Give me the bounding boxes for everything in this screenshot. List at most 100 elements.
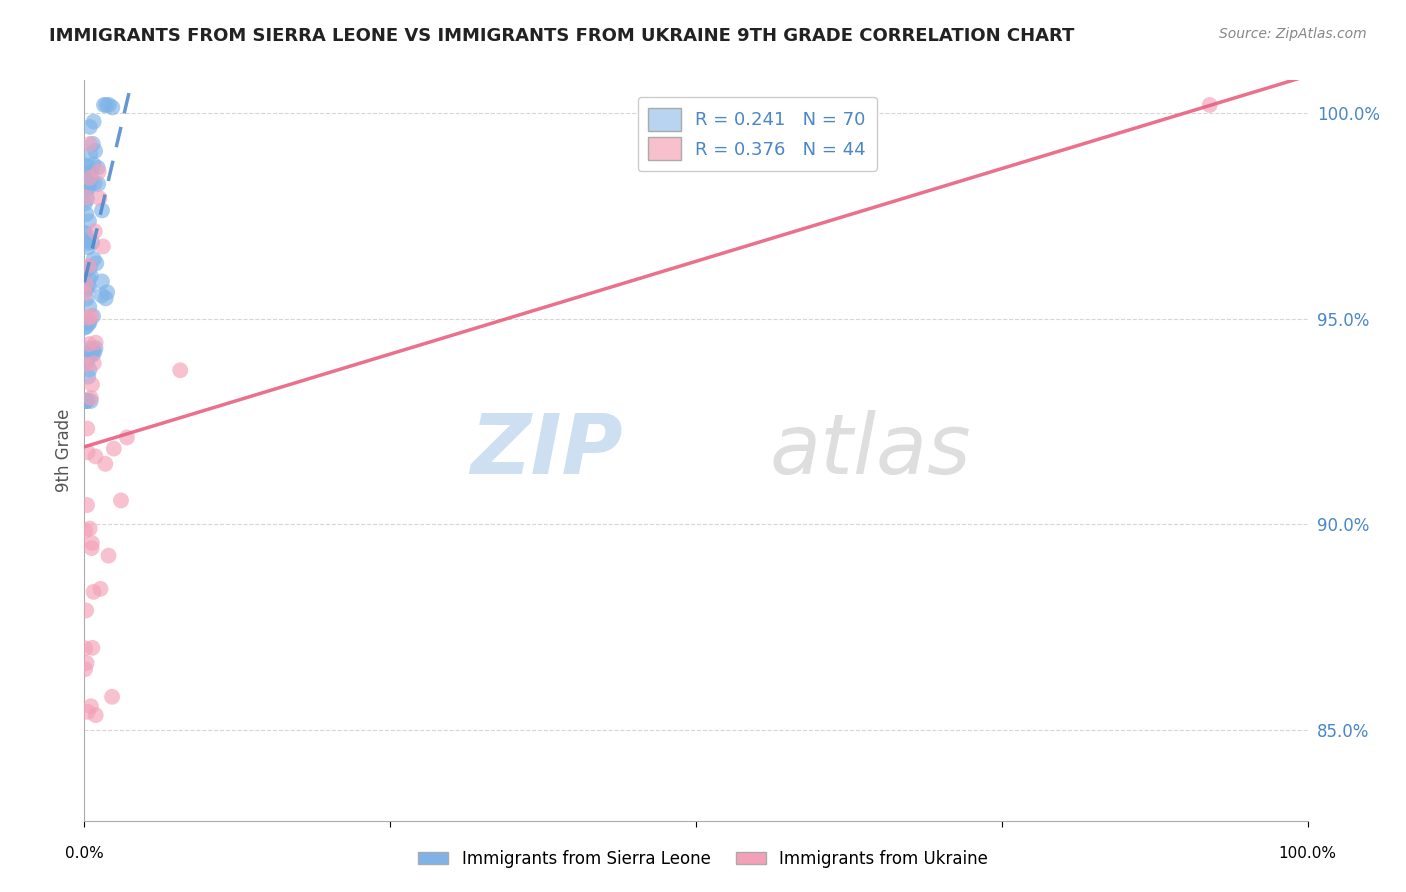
Point [96,98,118,112]
Point [79,136,101,151]
Point [96,285,118,300]
Point [77,240,100,254]
Point [82,640,104,655]
Point [73,227,96,241]
Point [79,260,101,274]
Point [75,394,97,409]
Point [75,358,97,372]
Point [84,144,107,158]
Point [73,662,96,676]
Point [80,309,103,323]
Point [73,320,96,334]
Point [101,690,124,704]
Y-axis label: 9th Grade: 9th Grade [55,409,73,492]
Point [79,394,101,409]
Point [76,192,98,206]
Point [80,165,103,179]
Point [76,445,98,459]
Point [82,136,104,151]
Point [76,235,98,250]
Point [80,377,103,392]
Point [75,524,97,538]
Text: IMMIGRANTS FROM SIERRA LEONE VS IMMIGRANTS FROM UKRAINE 9TH GRADE CORRELATION CH: IMMIGRANTS FROM SIERRA LEONE VS IMMIGRAN… [49,27,1074,45]
Point [80,391,103,405]
Point [79,147,101,161]
Point [79,176,101,190]
Point [82,342,104,356]
Point [77,271,100,285]
Point [77,342,100,356]
Point [84,450,107,464]
Point [84,335,107,350]
Point [97,549,120,563]
Point [1198,98,1220,112]
Point [75,190,97,204]
Point [77,160,100,174]
Point [73,158,96,172]
Point [82,157,104,171]
Point [73,196,96,211]
Point [79,120,101,134]
Point [75,207,97,221]
Legend: R = 0.241   N = 70, R = 0.376   N = 44: R = 0.241 N = 70, R = 0.376 N = 44 [637,96,877,171]
Point [83,176,105,190]
Point [83,356,105,370]
Point [82,348,104,362]
Point [77,180,100,194]
Point [77,310,100,325]
Point [79,522,101,536]
Point [75,280,97,294]
Point [76,421,98,435]
Text: Source: ZipAtlas.com: Source: ZipAtlas.com [1219,27,1367,41]
Point [80,344,103,359]
Point [86,161,108,175]
Point [76,174,98,188]
Point [93,98,115,112]
Point [80,541,103,556]
Point [83,585,105,599]
Point [91,239,114,253]
Point [76,234,98,248]
Point [82,235,104,250]
Point [76,393,98,408]
Point [79,300,101,314]
Point [75,603,97,617]
Point [76,292,98,306]
Point [94,457,117,471]
Point [97,98,120,112]
Point [82,309,104,323]
Point [77,369,100,384]
Point [73,177,96,191]
Point [76,319,98,334]
Point [75,266,97,280]
Point [73,286,96,301]
Point [77,280,100,294]
Point [75,394,97,409]
Point [91,274,114,288]
Point [76,354,98,368]
Point [76,498,98,512]
Point [77,259,100,273]
Point [103,442,125,456]
Point [89,582,111,596]
Point [94,292,117,306]
Point [76,656,98,670]
Text: ZIP: ZIP [470,410,623,491]
Point [89,191,111,205]
Point [75,226,97,240]
Text: 0.0%: 0.0% [65,846,104,861]
Point [80,699,103,714]
Point [101,100,124,114]
Point [91,203,114,218]
Text: atlas: atlas [769,410,972,491]
Point [83,252,105,266]
Point [80,269,103,284]
Point [75,641,97,656]
Point [90,288,112,302]
Text: 100.0%: 100.0% [1278,846,1337,861]
Point [84,341,107,355]
Point [110,493,132,508]
Point [76,705,98,719]
Point [79,170,101,185]
Legend: Immigrants from Sierra Leone, Immigrants from Ukraine: Immigrants from Sierra Leone, Immigrants… [412,844,994,875]
